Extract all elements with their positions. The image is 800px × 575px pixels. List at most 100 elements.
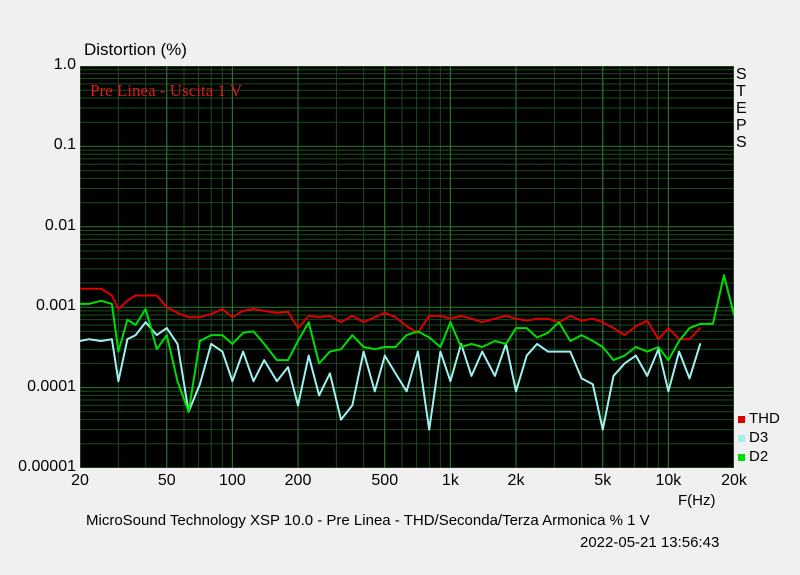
data-point-thd (428, 315, 431, 317)
data-point-d3 (394, 372, 397, 375)
data-point-thd (252, 308, 255, 310)
data-point-d3 (580, 377, 583, 380)
data-point-thd (394, 316, 397, 319)
data-point-d2 (460, 346, 462, 348)
x-tick-label: 2k (507, 472, 525, 489)
data-point-d2 (362, 346, 365, 348)
data-point-d2 (580, 334, 583, 336)
data-point-d2 (558, 321, 560, 324)
data-point-d2 (405, 334, 408, 336)
data-point-d3 (623, 362, 626, 365)
data-point-thd (199, 316, 201, 319)
legend-swatch (738, 453, 745, 461)
data-point-thd (176, 312, 179, 314)
data-point-d2 (536, 336, 538, 339)
legend-label: D2 (749, 448, 769, 465)
data-point-d3 (525, 354, 528, 357)
data-point-d3 (351, 404, 354, 407)
data-point-d2 (340, 348, 342, 351)
data-point-d2 (187, 411, 190, 413)
data-point-d3 (126, 338, 129, 340)
data-point-d2 (117, 350, 120, 353)
series-line-d2 (80, 274, 734, 413)
data-point-d2 (383, 346, 386, 348)
y-tick-label: 0.1 (53, 136, 76, 154)
data-point-thd (623, 334, 626, 336)
data-point-d3 (80, 340, 81, 342)
plot-area: Pre Linea - Uscita 1 V (80, 66, 734, 468)
data-point-d2 (657, 346, 660, 348)
data-point-thd (88, 287, 90, 290)
data-point-d2 (252, 330, 255, 333)
data-point-thd (307, 315, 310, 317)
data-point-d3 (688, 377, 691, 380)
data-point-d3 (199, 383, 201, 386)
data-point-d2 (470, 343, 473, 345)
x-tick-label: 50 (157, 472, 176, 489)
data-point-d3 (405, 390, 408, 393)
data-point-thd (318, 316, 320, 319)
y-tick-label: 0.001 (35, 297, 76, 315)
data-point-thd (117, 308, 120, 310)
data-point-thd (287, 310, 289, 313)
data-point-d3 (176, 343, 179, 345)
data-point-d2 (297, 340, 299, 342)
data-point-d3 (210, 343, 213, 345)
data-point-d3 (417, 350, 419, 353)
data-point-d3 (515, 390, 517, 393)
data-point-d2 (646, 350, 649, 353)
data-point-thd (126, 300, 129, 302)
data-point-thd (481, 321, 484, 324)
data-point-d2 (667, 359, 670, 361)
data-point-d2 (428, 336, 431, 339)
data-point-d3 (165, 327, 168, 329)
data-point-d3 (646, 375, 649, 377)
y-tick-label: 0.0001 (27, 377, 76, 395)
data-point-d3 (373, 390, 376, 393)
data-point-d2 (505, 343, 507, 345)
steps-letter: S (736, 66, 747, 83)
data-point-d3 (318, 394, 320, 397)
data-point-d2 (88, 303, 90, 305)
data-point-d2 (525, 327, 528, 329)
y-tick-label: 0.01 (44, 216, 76, 234)
data-point-d3 (612, 375, 615, 377)
data-point-d2 (242, 332, 244, 334)
data-point-thd (525, 319, 528, 322)
x-tick-label: 10k (655, 472, 682, 489)
data-point-d3 (635, 354, 637, 357)
data-point-d2 (712, 323, 714, 325)
data-point-thd (470, 317, 473, 320)
data-point-d2 (394, 346, 397, 348)
x-tick-label: 5k (594, 472, 612, 489)
x-tick-label: 100 (219, 472, 246, 489)
data-point-d2 (80, 303, 81, 305)
plot-background (80, 66, 734, 468)
data-point-thd (144, 294, 147, 297)
data-point-thd (612, 327, 615, 329)
data-point-d2 (612, 359, 615, 361)
data-point-d3 (439, 350, 442, 353)
data-point-thd (569, 315, 572, 317)
data-point-thd (263, 310, 266, 312)
data-point-d2 (569, 340, 572, 342)
data-point-d2 (318, 362, 320, 365)
legend-item-d2: D2 (738, 448, 768, 465)
data-point-d3 (481, 350, 484, 353)
data-point-thd (297, 327, 299, 329)
data-point-d3 (111, 338, 113, 340)
data-point-d2 (688, 327, 691, 329)
timestamp: 2022-05-21 13:56:43 (580, 534, 720, 551)
data-point-d2 (276, 359, 278, 361)
data-point-d2 (287, 359, 289, 361)
data-point-d2 (635, 346, 637, 348)
data-point-thd (340, 321, 342, 324)
data-point-d3 (276, 380, 278, 383)
data-point-d3 (667, 390, 670, 393)
data-point-thd (580, 319, 583, 322)
data-point-d2 (678, 340, 680, 342)
data-point-thd (383, 312, 386, 314)
data-point-thd (351, 315, 354, 317)
steps-letter: S (736, 134, 747, 151)
